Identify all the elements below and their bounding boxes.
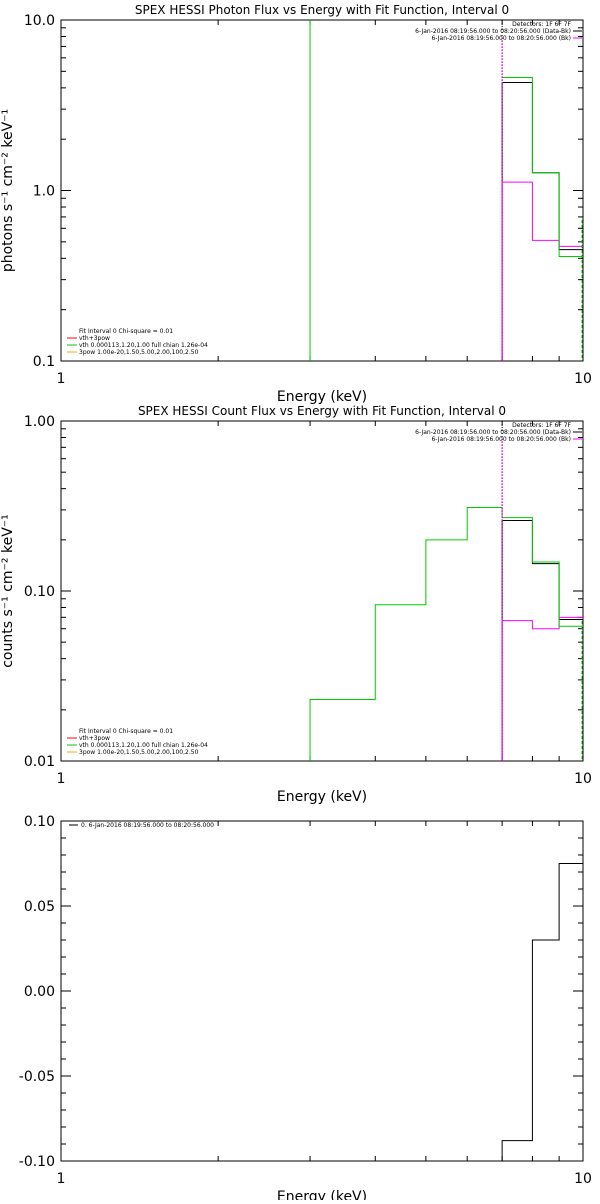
x-tick-label-0-1: 10 [574, 371, 592, 387]
legend-bottom-1-3: 3pow 1.00e-20,1.50,5.00,2.00,100,2.50 [79, 749, 199, 756]
y-tick-label-2-1: -0.05 [19, 1069, 55, 1085]
legend-top-1-0: Detectors: 1F 6F 7F [512, 422, 571, 429]
legend-top-1-2: 6-Jan-2016 08:19:56.000 to 08:20:56.000 … [431, 436, 571, 443]
series-line-1-0 [501, 519, 583, 761]
x-tick-label-0-0: 1 [57, 371, 66, 387]
y-tick-label-1-2: 1.00 [24, 414, 55, 430]
y-tick-label-2-0: -0.10 [19, 1154, 55, 1170]
plot-title-1: SPEX HESSI Count Flux vs Energy with Fit… [138, 404, 506, 418]
y-tick-label-2-4: 0.10 [24, 814, 55, 830]
x-axis-label-2: Energy (keV) [277, 1189, 367, 1200]
y-axis-label-1: counts s⁻¹ cm⁻² keV⁻¹ [0, 514, 16, 668]
y-tick-label-0-2: 10.0 [24, 13, 55, 29]
plot-title-0: SPEX HESSI Photon Flux vs Energy with Fi… [135, 3, 509, 17]
legend-bottom-1-0: Fit Interval 0 Chi-square = 0.01 [79, 728, 173, 735]
legend-top-1-1: 6-Jan-2016 08:19:56.000 to 08:20:56.000 … [415, 429, 571, 436]
plot-frame-1 [60, 420, 584, 762]
x-tick-label-2-0: 1 [57, 1171, 66, 1187]
legend-top-2-0: 0. 6-Jan-2016 08:19:56.000 to 08:20:56.0… [81, 822, 214, 829]
y-tick-label-1-1: 0.10 [24, 584, 55, 600]
y-tick-label-0-0: 0.1 [33, 354, 55, 370]
x-axis-label-1: Energy (keV) [277, 789, 367, 805]
series-line-0-1 [501, 181, 583, 361]
legend-bottom-0-2: vth 0.000113,1.20,1.00 full chian 1.26e-… [79, 342, 208, 349]
plot-frame-0 [60, 19, 584, 362]
series-line-0-2 [502, 76, 583, 258]
series-line-2-0 [501, 863, 583, 1161]
y-tick-label-0-1: 1.0 [33, 184, 55, 200]
legend-bottom-1-2: vth 0.000113,1.20,1.00 full chian 1.26e-… [79, 742, 208, 749]
x-tick-label-1-1: 10 [574, 771, 592, 787]
y-tick-label-2-2: 0.00 [24, 984, 55, 1000]
y-axis-label-0: photons s⁻¹ cm⁻² keV⁻¹ [0, 109, 16, 272]
legend-bottom-0-0: Fit Interval 0 Chi-square = 0.01 [79, 328, 173, 335]
y-tick-label-2-3: 0.05 [24, 899, 55, 915]
legend-top-0-1: 6-Jan-2016 08:19:56.000 to 08:20:56.000 … [415, 28, 571, 35]
legend-top-0-2: 6-Jan-2016 08:19:56.000 to 08:20:56.000 … [431, 35, 571, 42]
plot-frame-2 [60, 820, 584, 1162]
legend-top-0-0: Detectors: 1F 6F 7F [512, 21, 571, 28]
series-line-0-0 [501, 81, 583, 361]
legend-bottom-0-1: vth+3pow [79, 335, 110, 342]
legend-bottom-0-3: 3pow 1.00e-20,1.50,5.00,2.00,100,2.50 [79, 349, 199, 356]
legend-bottom-1-1: vth+3pow [79, 735, 110, 742]
x-tick-label-2-1: 10 [574, 1171, 592, 1187]
series-line-1-1 [501, 616, 583, 761]
y-tick-label-1-0: 0.01 [24, 754, 55, 770]
series-line-1-2 [309, 506, 583, 761]
x-axis-label-0: Energy (keV) [277, 389, 367, 405]
x-tick-label-1-0: 1 [57, 771, 66, 787]
